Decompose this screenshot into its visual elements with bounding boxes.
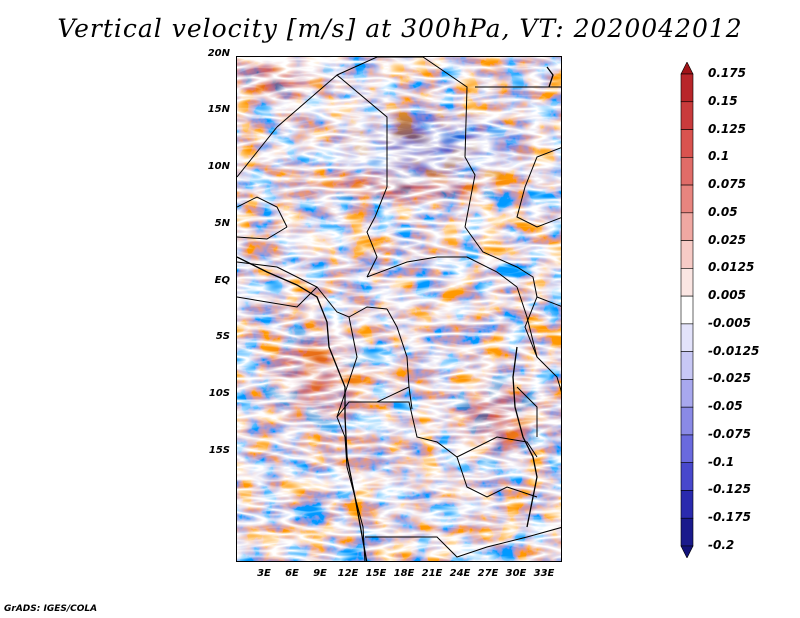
colorbar-label: -0.125 [708,482,751,497]
colorbar-swatch [680,184,694,214]
colorbar-swatch [680,517,694,547]
lon-label-12e: 12E [337,568,359,579]
colorbar-label: -0.025 [708,371,751,386]
colorbar-swatch [680,295,694,325]
colorbar-label: -0.05 [708,399,743,414]
colorbar-label: -0.175 [708,510,751,525]
colorbar-swatch [680,323,694,352]
lat-label-20n: 20N [207,48,230,59]
colorbar-swatch [680,351,694,380]
colorbar-swatch [680,268,694,297]
colorbar-swatch [680,240,694,269]
colorbar-label: 0.15 [708,93,738,108]
lon-label-6e: 6E [285,568,299,579]
colorbar-swatch [680,62,694,75]
footer-credit: GrADS: IGES/COLA [4,604,98,614]
lon-label-15e: 15E [365,568,387,579]
colorbar-label: 0.125 [708,121,746,136]
colorbar-swatch [680,129,694,158]
colorbar-label: 0.0125 [708,260,755,275]
lat-label-15s: 15S [208,445,230,456]
colorbar-label: -0.1 [708,454,735,469]
colorbar-swatch [680,406,694,436]
colorbar-swatch [680,379,694,408]
colorbar-label: -0.0125 [708,343,760,358]
colorbar-label: 0.025 [708,232,746,247]
lon-label-24e: 24E [449,568,471,579]
colorbar-swatch [680,101,694,130]
colorbar-label: -0.075 [708,426,751,441]
colorbar-swatch [680,212,694,241]
lat-label-5s: 5S [215,331,230,342]
field-streaks [237,57,561,561]
lat-label-15n: 15N [207,104,230,115]
colorbar-swatch [680,462,694,491]
colorbar-swatch [680,434,694,464]
lon-label-27e: 27E [477,568,499,579]
colorbar-label: 0.075 [708,177,746,192]
colorbar-label: -0.2 [708,538,735,552]
colorbar-swatch [680,73,694,103]
colorbar-label: -0.005 [708,315,751,330]
colorbar-label: 0.05 [708,204,738,219]
lon-label-18e: 18E [393,568,415,579]
colorbar-label: 0.1 [708,149,730,164]
lon-label-21e: 21E [421,568,443,579]
lon-label-33e: 33E [533,568,555,579]
velocity-map [236,56,562,562]
country-borders [237,57,561,561]
lon-label-30e: 30E [505,568,527,579]
chart-title: Vertical velocity [m/s] at 300hPa, VT: 2… [57,14,743,43]
colorbar-label: 0.005 [708,288,746,303]
lat-label-10n: 10N [207,161,230,172]
lat-label-eq: EQ [214,275,230,286]
lon-label-9e: 9E [313,568,327,579]
lat-label-10s: 10S [208,388,230,399]
colorbar-label: 0.175 [708,66,746,80]
lon-label-3e: 3E [257,568,271,579]
coastline [237,66,554,561]
colorbar-swatch [680,156,694,186]
colorbar-swatch [680,545,694,558]
lat-label-5n: 5N [214,218,230,229]
map-canvas [237,57,561,561]
colorbar-swatch [680,490,694,519]
colorbar [680,62,694,558]
